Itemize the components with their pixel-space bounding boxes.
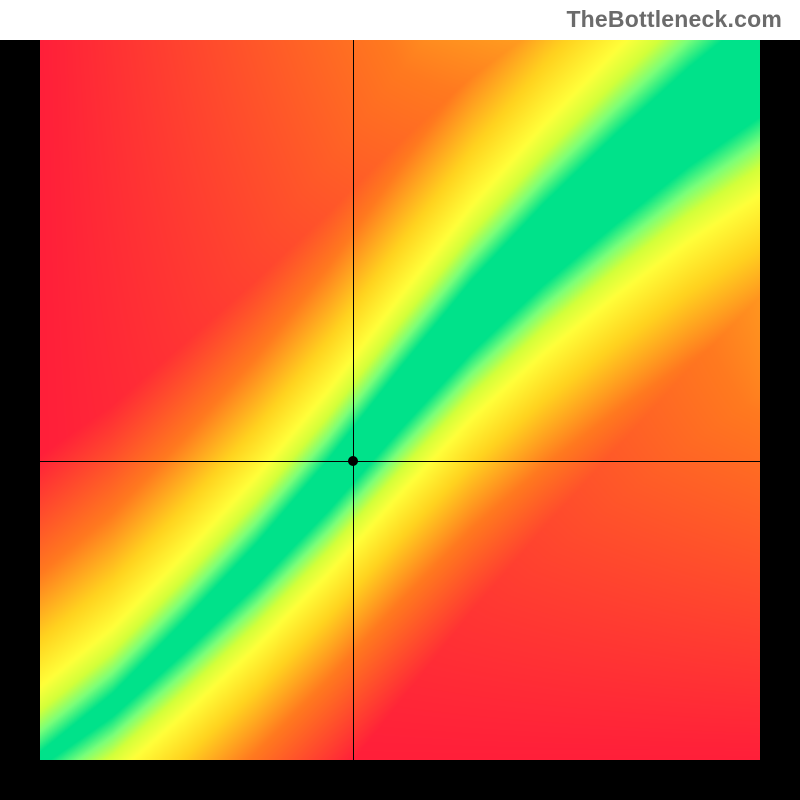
plot-area bbox=[40, 40, 760, 760]
root-container: TheBottleneck.com bbox=[0, 0, 800, 800]
crosshair-marker bbox=[348, 456, 358, 466]
crosshair-horizontal bbox=[40, 461, 760, 462]
plot-outer-border bbox=[0, 40, 800, 800]
heatmap-canvas bbox=[40, 40, 760, 760]
crosshair-vertical bbox=[353, 40, 354, 760]
attribution-text: TheBottleneck.com bbox=[566, 6, 782, 33]
